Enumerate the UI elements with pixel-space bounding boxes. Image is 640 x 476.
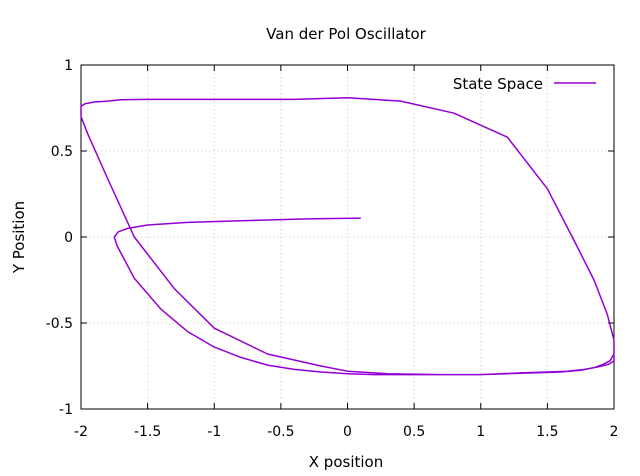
axis-tick-labels: -2 -1.5 -1 -0.5 0 0.5 1 1.5 2 -1 -0.5 0 0.5 1 xyxy=(46,58,619,440)
y-tick-label: 0.5 xyxy=(51,144,73,160)
y-axis-label: Y Position xyxy=(10,201,28,274)
x-axis-label: X position xyxy=(309,453,383,471)
y-tick-label: 1 xyxy=(64,58,73,74)
y-tick-label: 0 xyxy=(64,230,73,246)
legend-label: State Space xyxy=(453,75,543,93)
x-tick-label: 1 xyxy=(476,424,485,440)
grid xyxy=(81,65,614,409)
x-tick-label: 1.5 xyxy=(536,424,558,440)
x-tick-label: -1 xyxy=(207,424,221,440)
chart-title: Van der Pol Oscillator xyxy=(266,25,426,43)
legend: State Space xyxy=(453,75,596,93)
x-tick-label: 2 xyxy=(610,424,619,440)
x-tick-label: -1.5 xyxy=(134,424,161,440)
series-group xyxy=(80,96,615,376)
x-tick-label: -2 xyxy=(74,424,88,440)
x-tick-label: 0.5 xyxy=(403,424,425,440)
axis-ticks xyxy=(80,64,615,410)
x-tick-label: 0 xyxy=(343,424,352,440)
x-tick-label: -0.5 xyxy=(267,424,294,440)
series-line xyxy=(80,96,615,376)
y-tick-label: -0.5 xyxy=(46,316,73,332)
y-tick-label: -1 xyxy=(59,402,73,418)
